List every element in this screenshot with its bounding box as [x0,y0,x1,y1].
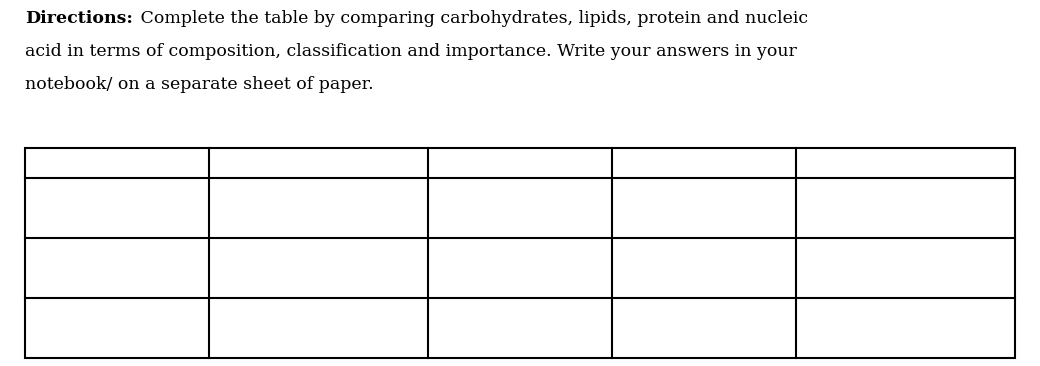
Text: Directions:: Directions: [25,10,133,27]
Text: notebook/ on a separate sheet of paper.: notebook/ on a separate sheet of paper. [25,76,373,93]
Text: Lipids: Lipids [494,156,546,170]
Text: 2. Classification: 2. Classification [33,242,157,256]
Text: Protein: Protein [672,156,735,170]
Text: 3. Importance: 3. Importance [33,302,141,315]
Text: 1. Chemical
Composition: 1. Chemical Composition [33,182,130,214]
Text: Nucleic Acid: Nucleic Acid [852,156,959,170]
Text: Carbohydrates: Carbohydrates [256,156,381,170]
Text: Complete the table by comparing carbohydrates, lipids, protein and nucleic: Complete the table by comparing carbohyd… [135,10,808,27]
Text: acid in terms of composition, classification and importance. Write your answers : acid in terms of composition, classifica… [25,43,797,60]
